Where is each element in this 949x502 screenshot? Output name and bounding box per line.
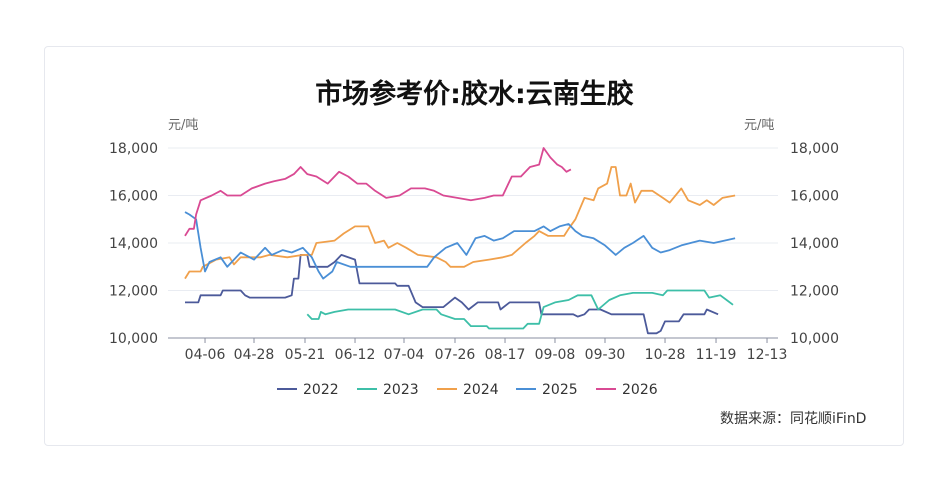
y-tick-label-right: 16,000	[790, 189, 839, 205]
y-tick-label: 18,000	[109, 141, 158, 157]
series-line-2024	[184, 166, 736, 280]
x-tick-label: 07-04	[384, 347, 425, 363]
x-tick-label: 10-28	[645, 347, 686, 363]
series-line-2022	[185, 254, 719, 335]
y-tick-label-right: 14,000	[790, 236, 839, 252]
x-tick-label: 06-12	[335, 347, 376, 363]
x-tick-label: 05-21	[285, 347, 326, 363]
y-axis-unit-left: 元/吨	[168, 118, 199, 133]
y-tick-label-right: 12,000	[790, 284, 839, 300]
y-tick-label: 14,000	[109, 236, 158, 252]
y-axis-right: 10,000 12,000 14,000 16,000 18,000	[790, 141, 839, 347]
y-tick-label: 16,000	[109, 189, 158, 205]
x-tick-label: 09-08	[535, 347, 576, 363]
data-source: 数据来源：同花顺iFinD	[720, 411, 867, 427]
y-axis-left: 10,000 12,000 14,000 16,000 18,000	[109, 141, 158, 347]
legend: 2022 2023 2024 2025 2026	[277, 382, 658, 398]
x-tick-label: 08-17	[485, 347, 526, 363]
series-line-2023	[306, 289, 734, 330]
x-tick-label: 12-13	[747, 347, 788, 363]
legend-label-2023: 2023	[383, 382, 419, 398]
x-tick-label: 11-19	[696, 347, 737, 363]
y-tick-label: 12,000	[109, 284, 158, 300]
y-tick-label: 10,000	[109, 331, 158, 347]
x-axis: 04-06 04-28 05-21 06-12 07-04 07-26 08-17 09-08…	[185, 338, 788, 363]
legend-label-2024: 2024	[463, 382, 499, 398]
series-line-2026	[184, 147, 572, 237]
x-tick-label: 04-06	[185, 347, 226, 363]
x-tick-label: 07-26	[435, 347, 476, 363]
y-tick-label-right: 18,000	[790, 141, 839, 157]
legend-label-2022: 2022	[303, 382, 339, 398]
y-tick-label-right: 10,000	[790, 331, 839, 347]
series-lines	[184, 147, 736, 335]
chart-title: 市场参考价:胶水:云南生胶	[315, 79, 634, 110]
y-axis-unit-right: 元/吨	[744, 118, 775, 133]
x-tick-label: 04-28	[234, 347, 275, 363]
chart-card	[44, 46, 904, 446]
legend-label-2026: 2026	[622, 382, 658, 398]
legend-label-2025: 2025	[542, 382, 578, 398]
x-tick-label: 09-30	[585, 347, 626, 363]
series-line-2025	[184, 211, 736, 280]
